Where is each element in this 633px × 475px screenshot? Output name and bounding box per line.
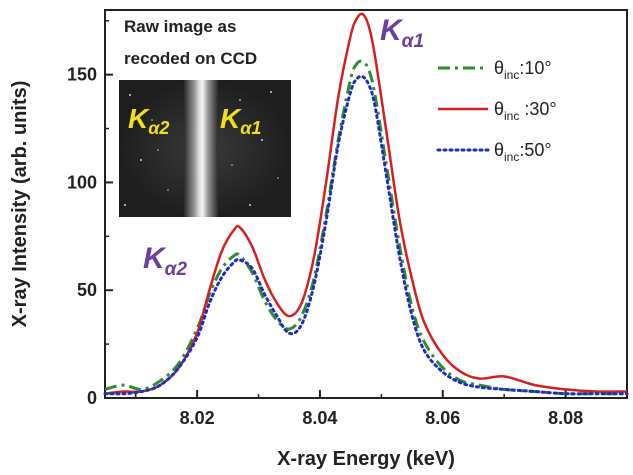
series-layer [103,12,629,396]
series-line-3 [103,74,629,396]
x-tick-label: 8.02 [180,408,215,428]
inset-streak [184,80,218,217]
plot-frame [104,9,628,399]
inset-panel: Kα2 Kα1 Raw image as recoded on CCD [119,17,291,217]
x-axis-label: X-ray Energy (keV) [277,448,455,470]
legend: θinc:10° θinc :30° θinc:50° [436,58,557,164]
y-tick-label: 0 [87,388,97,408]
x-tick-label: 8.08 [548,408,583,428]
x-tick-label: 8.06 [425,408,460,428]
inset-noise [124,91,279,206]
y-tick-label: 50 [77,280,97,300]
legend-label-2: θinc :30° [494,99,557,123]
inset-title-line1: Raw image as [124,17,236,36]
inset-label-ka2: Kα2 [128,103,169,138]
legend-label-3: θinc:50° [494,140,552,164]
x-tick-label: 8.04 [302,408,337,428]
inset-title-line2: recoded on CCD [124,49,257,68]
peak-label-ka1: Kα1 [380,14,424,52]
x-axis-ticks: 8.02 8.04 8.06 8.08 [134,390,628,428]
y-tick-label: 150 [67,65,97,85]
series-line-2 [104,12,628,395]
y-axis-ticks: 0 50 100 150 [67,20,113,408]
y-tick-label: 100 [67,172,97,192]
inset-label-ka1: Kα1 [220,103,261,138]
peak-label-ka2: Kα2 [143,242,187,280]
legend-label-1: θinc:10° [494,58,552,82]
y-axis-label: X-ray Intensity (arb. units) [9,81,31,328]
